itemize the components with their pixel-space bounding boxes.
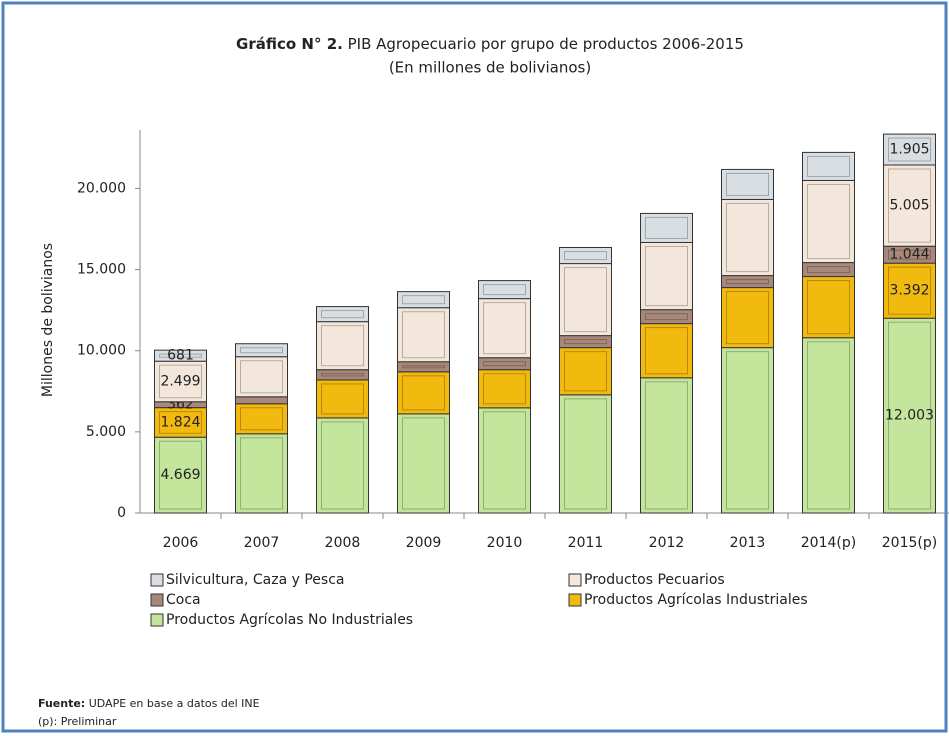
legend-swatch xyxy=(568,593,582,607)
bar-bevel xyxy=(807,266,850,274)
data-label: 4.669 xyxy=(160,467,200,483)
x-tick-label: 2008 xyxy=(325,535,361,551)
x-tick-label: 2007 xyxy=(244,535,280,551)
x-tick-label: 2012 xyxy=(649,535,685,551)
bar-bevel xyxy=(483,373,526,405)
legend-label: Coca xyxy=(166,592,201,608)
x-tick-label: 2013 xyxy=(730,535,766,551)
x-tick-label: 2011 xyxy=(568,535,604,551)
data-label: 681 xyxy=(167,348,194,364)
y-tick-label: 0 xyxy=(117,505,126,521)
bar-bevel xyxy=(402,375,445,411)
legend-label: Productos Agrícolas No Industriales xyxy=(166,612,413,628)
title-text: PIB Agropecuario por grupo de productos … xyxy=(348,35,744,53)
y-axis-label: Millones de bolivianos xyxy=(40,243,56,397)
bar-bevel xyxy=(726,291,769,345)
chart-title: Gráfico N° 2. PIB Agropecuario por grupo… xyxy=(236,35,744,53)
bar-bevel xyxy=(645,313,688,321)
legend-label: Silvicultura, Caza y Pesca xyxy=(166,572,345,588)
data-label: 12.003 xyxy=(885,408,934,424)
bar-bevel xyxy=(402,365,445,369)
bar-bevel xyxy=(807,183,850,260)
x-tick-label: 2006 xyxy=(163,535,199,551)
data-label: 3.392 xyxy=(889,283,929,299)
bar-bevel xyxy=(159,440,202,510)
bar-bevel xyxy=(888,249,931,260)
bar-bevel xyxy=(240,407,283,431)
bar-bevel xyxy=(483,411,526,510)
chart-subtitle: (En millones de bolivianos) xyxy=(389,59,591,77)
legend-swatch xyxy=(150,613,164,627)
bar-segment xyxy=(235,396,288,405)
bar-bevel xyxy=(483,361,526,367)
bar-bevel xyxy=(726,351,769,510)
legend-swatch xyxy=(150,573,164,587)
bar-bevel xyxy=(807,341,850,510)
bar-bevel xyxy=(564,267,607,333)
bar-bevel xyxy=(888,266,931,315)
bar-bevel xyxy=(159,411,202,434)
bar-bevel xyxy=(888,321,931,510)
source-text: UDAPE en base a datos del INE xyxy=(89,697,260,710)
bar-bevel xyxy=(726,279,769,285)
bar-bevel xyxy=(807,155,850,177)
x-tick-label: 2015(p) xyxy=(882,535,937,551)
bar-bevel xyxy=(321,383,364,415)
bar-bevel xyxy=(564,351,607,392)
x-tick-label: 2010 xyxy=(487,535,523,551)
bar-bevel xyxy=(483,284,526,296)
bar-bevel xyxy=(240,437,283,510)
title-prefix: Gráfico N° 2. xyxy=(236,35,343,53)
y-tick-label: 20.000 xyxy=(77,180,126,196)
bar-bevel xyxy=(564,250,607,261)
bar-bevel xyxy=(240,360,283,394)
bar-bevel xyxy=(564,398,607,510)
bar-bevel xyxy=(645,245,688,307)
data-label: 5.005 xyxy=(889,198,929,214)
data-label: 1.044 xyxy=(889,247,929,263)
y-tick-label: 15.000 xyxy=(77,262,126,278)
bar-bevel xyxy=(645,381,688,510)
bar-bevel xyxy=(807,280,850,335)
bar-bevel xyxy=(321,421,364,510)
bar-bevel xyxy=(564,339,607,345)
bar-bevel xyxy=(159,353,202,358)
y-tick-label: 10.000 xyxy=(77,343,126,359)
x-tick-label: 2009 xyxy=(406,535,442,551)
bar-bevel xyxy=(888,137,931,162)
bar-bevel xyxy=(726,172,769,196)
bar-bevel xyxy=(321,373,364,377)
bar-bevel xyxy=(645,216,688,239)
bar-bevel xyxy=(888,168,931,243)
bar-bevel xyxy=(321,325,364,367)
bar-bevel xyxy=(159,364,202,399)
legend-label: Productos Pecuarios xyxy=(584,572,725,588)
x-tick-label: 2014(p) xyxy=(801,535,856,551)
bar-bevel xyxy=(483,302,526,355)
legend-swatch xyxy=(150,593,164,607)
data-label: 2.499 xyxy=(160,373,200,389)
source: Fuente: UDAPE en base a datos del INE xyxy=(38,697,260,710)
data-label: 1.905 xyxy=(889,142,929,158)
note: (p): Preliminar xyxy=(38,715,117,728)
bar-bevel xyxy=(645,327,688,375)
bar-bevel xyxy=(321,310,364,319)
bar-bevel xyxy=(402,417,445,510)
bar-bevel xyxy=(402,311,445,359)
legend-swatch xyxy=(568,573,582,587)
bar-bevel xyxy=(240,347,283,354)
data-label: 1.824 xyxy=(160,414,200,430)
bar-bevel xyxy=(726,202,769,273)
y-tick-label: 5.000 xyxy=(86,424,126,440)
source-label: Fuente: xyxy=(38,697,85,710)
bar-bevel xyxy=(402,295,445,305)
legend-label: Productos Agrícolas Industriales xyxy=(584,592,808,608)
